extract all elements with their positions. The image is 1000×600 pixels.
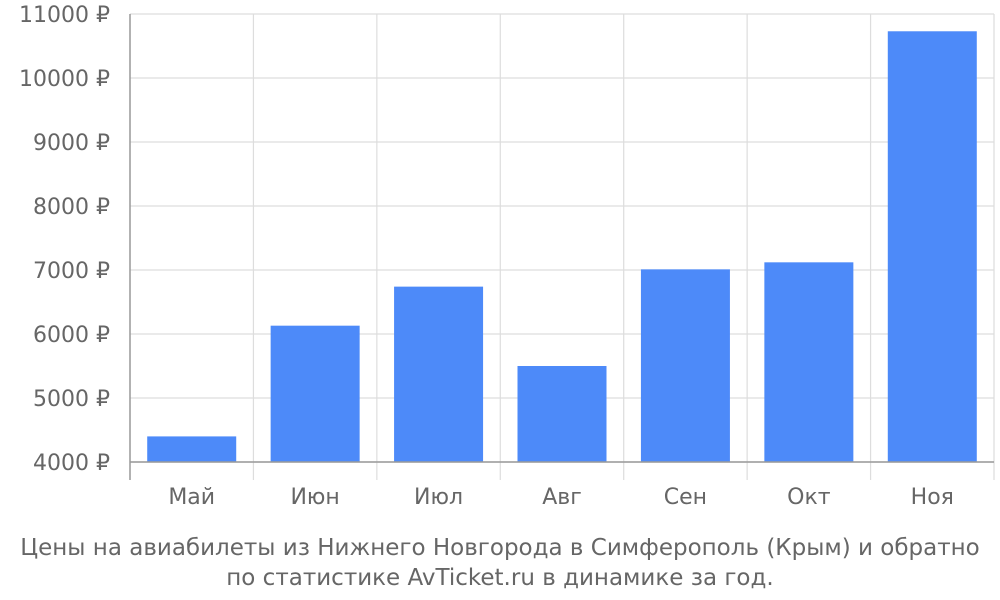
x-tick-label: Авг — [542, 485, 582, 510]
y-tick-labels: 4000 ₽ 5000 ₽ 6000 ₽ 7000 ₽ 8000 ₽ 9000 ₽ 1000… — [19, 3, 110, 476]
y-tick-label: 9000 ₽ — [33, 131, 110, 156]
y-tick-label: 7000 ₽ — [33, 259, 110, 284]
x-tick-label: Май — [168, 485, 215, 510]
y-tick-label: 6000 ₽ — [33, 323, 110, 348]
y-tick-label: 4000 ₽ — [33, 451, 110, 476]
bar-4 — [517, 366, 607, 462]
axes — [129, 14, 994, 480]
bar-chart: 4000 ₽ 5000 ₽ 6000 ₽ 7000 ₽ 8000 ₽ 9000 ₽ 1000… — [19, 3, 995, 510]
bars — [147, 31, 977, 463]
bar-6 — [764, 262, 854, 462]
bar-5 — [640, 269, 730, 462]
y-tick-label: 10000 ₽ — [19, 67, 110, 92]
x-tick-label: Июл — [414, 485, 463, 510]
bar-7 — [887, 31, 977, 463]
y-tick-label: 5000 ₽ — [33, 387, 110, 412]
grid-lines — [130, 13, 995, 480]
y-tick-label: 8000 ₽ — [33, 195, 110, 220]
bar-2 — [270, 325, 360, 462]
bar-1 — [147, 436, 237, 462]
chart-caption-line-1: Цены на авиабилеты из Нижнего Новгорода … — [20, 535, 980, 561]
x-tick-labels: Май Июн Июл Авг Сен Окт Ноя — [168, 485, 954, 510]
x-tick-label: Ноя — [911, 485, 954, 510]
x-tick-label: Окт — [787, 485, 831, 510]
x-tick-label: Сен — [664, 485, 707, 510]
x-tick-label: Июн — [290, 485, 339, 510]
y-tick-label: 11000 ₽ — [19, 3, 110, 28]
bar-3 — [394, 286, 484, 462]
chart-caption-line-2: по статистике AvTicket.ru в динамике за … — [226, 565, 774, 591]
